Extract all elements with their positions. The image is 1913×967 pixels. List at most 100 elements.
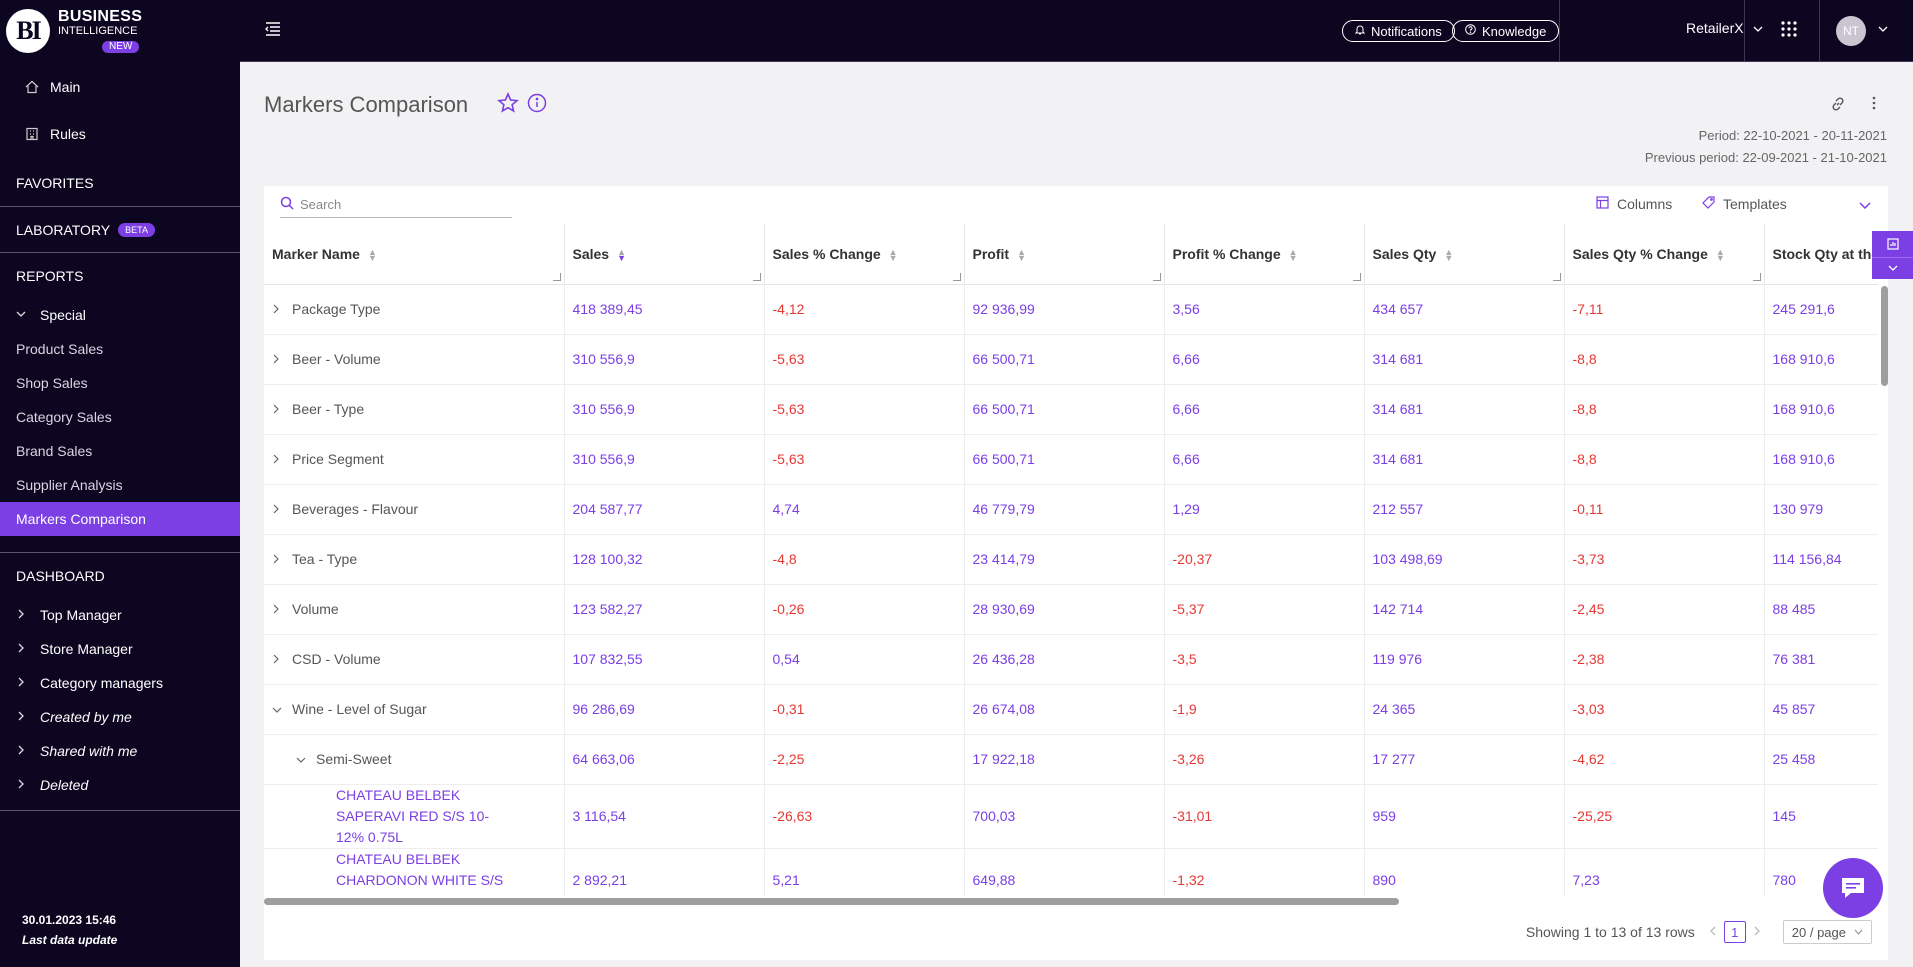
sidebar-item-brand-sales[interactable]: Brand Sales — [16, 443, 93, 459]
tree-created-by-me[interactable]: Created by me — [0, 700, 240, 734]
chevron-right-icon[interactable] — [272, 453, 292, 467]
chevron-down-icon[interactable] — [1878, 22, 1888, 36]
col-header-marker-name[interactable]: Marker Name ▲ ▼ — [264, 224, 565, 285]
chevron-right-icon[interactable] — [272, 553, 292, 567]
menu-collapse-icon[interactable] — [264, 20, 284, 40]
col-header-profit-change[interactable]: Profit % Change ▲ ▼ — [1164, 224, 1365, 285]
chevron-right-icon[interactable] — [272, 503, 292, 517]
table-row[interactable]: Beer - Type 310 556,9 -5,63 66 500,71 6,66 31… — [264, 384, 1878, 435]
chevron-right-icon[interactable] — [272, 603, 292, 617]
tree-deleted[interactable]: Deleted — [0, 768, 240, 802]
marker-name-cell[interactable]: Volume — [264, 584, 565, 635]
marker-name-cell[interactable]: CSD - Volume — [264, 634, 565, 685]
sidebar-item-markers-comparison[interactable]: Markers Comparison — [0, 502, 240, 536]
tree-top-manager[interactable]: Top Manager — [0, 598, 240, 632]
marker-name-cell[interactable]: Beer - Volume — [264, 334, 565, 385]
templates-button[interactable]: Templates — [1702, 196, 1787, 212]
col-header-sales-qty[interactable]: Sales Qty ▲ ▼ — [1364, 224, 1565, 285]
marker-name-cell[interactable]: Wine - Level of Sugar — [264, 684, 565, 735]
more-vertical-icon[interactable] — [1866, 96, 1882, 112]
sidebar-item-supplier-analysis[interactable]: Supplier Analysis — [16, 477, 123, 493]
avatar[interactable]: NT — [1836, 16, 1866, 46]
sort-icon[interactable]: ▲ ▼ — [1288, 247, 1298, 264]
marker-name-cell[interactable]: Semi-Sweet — [264, 734, 565, 785]
tree-shared-with-me[interactable]: Shared with me — [0, 734, 240, 768]
table-row[interactable]: Beer - Volume 310 556,9 -5,63 66 500,71 6,66… — [264, 334, 1878, 385]
sidebar-item-main[interactable]: Main — [0, 68, 240, 106]
sort-icon[interactable]: ▲ ▼ — [1017, 247, 1026, 264]
tree-special[interactable]: Special — [0, 298, 240, 332]
product-link[interactable]: CHATEAU BELBEK SAPERAVI RED S/S 10-12% 0… — [336, 786, 490, 845]
col-header-stock-qty[interactable]: Stock Qty at the the day — [1764, 224, 1878, 285]
resize-handle[interactable] — [752, 272, 761, 281]
marker-name-cell[interactable]: CHATEAU BELBEK CHARDONON WHITE S/S 10-12… — [264, 848, 565, 897]
resize-handle[interactable] — [1152, 272, 1161, 281]
chevron-right-icon[interactable] — [272, 653, 292, 667]
chevron-right-icon[interactable] — [272, 353, 292, 367]
table-row[interactable]: CHATEAU BELBEK CHARDONON WHITE S/S 10-12… — [264, 848, 1878, 896]
resize-handle[interactable] — [952, 272, 961, 281]
section-favorites[interactable]: FAVORITES — [16, 175, 94, 191]
table-row[interactable]: Wine - Level of Sugar 96 286,69 -0,31 26 67… — [264, 684, 1878, 735]
sidebar-item-shop-sales[interactable]: Shop Sales — [16, 375, 88, 391]
vertical-scrollbar[interactable] — [1881, 286, 1888, 386]
page-1-button[interactable]: 1 — [1723, 921, 1746, 943]
columns-button[interactable]: Columns — [1596, 196, 1672, 212]
sidebar-item-product-sales[interactable]: Product Sales — [16, 341, 104, 357]
table-row[interactable]: Semi-Sweet 64 663,06 -2,25 17 922,18 -3,26 17… — [264, 734, 1878, 785]
product-link[interactable]: CHATEAU BELBEK CHARDONON WHITE S/S 10-12… — [336, 850, 504, 897]
table-row[interactable]: Beverages - Flavour 204 587,77 4,74 46 779,… — [264, 484, 1878, 535]
search-box[interactable] — [280, 192, 512, 218]
info-icon[interactable] — [527, 93, 547, 113]
resize-handle[interactable] — [552, 272, 561, 281]
marker-name-cell[interactable]: CHATEAU BELBEK SAPERAVI RED S/S 10-12% 0… — [264, 784, 565, 849]
resize-handle[interactable] — [1352, 272, 1361, 281]
sort-icon[interactable]: ▲ ▼ — [1715, 247, 1725, 264]
marker-name-cell[interactable]: Price Segment — [264, 434, 565, 485]
link-icon[interactable] — [1830, 96, 1846, 112]
knowledge-button[interactable]: Knowledge — [1452, 20, 1560, 42]
tree-store-manager[interactable]: Store Manager — [0, 632, 240, 666]
col-header-profit[interactable]: Profit ▲ ▼ — [964, 224, 1165, 285]
chevron-down-icon[interactable] — [1858, 198, 1872, 214]
resize-handle[interactable] — [1552, 272, 1561, 281]
chevron-down-icon[interactable] — [296, 753, 316, 767]
collapse-panel-icon[interactable] — [1872, 257, 1913, 279]
sort-icon[interactable]: ▲ ▼ — [367, 247, 377, 264]
resize-handle[interactable] — [1752, 272, 1761, 281]
next-page-icon[interactable] — [1754, 925, 1761, 939]
section-laboratory[interactable]: LABORATORY BETA — [0, 206, 240, 252]
sidebar-item-rules[interactable]: Rules — [0, 114, 240, 154]
table-row[interactable]: Price Segment 310 556,9 -5,63 66 500,71 6,66… — [264, 434, 1878, 485]
retailer-select[interactable]: RetailerX — [1686, 20, 1763, 36]
sort-icon[interactable]: ▲ ▼ — [1444, 247, 1454, 264]
marker-name-cell[interactable]: Tea - Type — [264, 534, 565, 585]
notifications-button[interactable]: Notifications — [1342, 20, 1455, 42]
search-input[interactable] — [300, 197, 500, 212]
tree-category-managers[interactable]: Category managers — [0, 666, 240, 700]
table-row[interactable]: Tea - Type 128 100,32 -4,8 23 414,79 -20,37 1… — [264, 534, 1878, 585]
chevron-right-icon[interactable] — [272, 303, 292, 317]
chevron-right-icon[interactable] — [272, 403, 292, 417]
chevron-down-icon[interactable] — [272, 703, 292, 717]
marker-name-cell[interactable]: Beer - Type — [264, 384, 565, 435]
col-header-sales-change[interactable]: Sales % Change ▲ ▼ — [764, 224, 965, 285]
sort-desc-icon[interactable]: ▲ ▼ — [617, 247, 627, 264]
sort-icon[interactable]: ▲ ▼ — [888, 247, 898, 264]
horizontal-scrollbar[interactable] — [264, 898, 1399, 905]
table-row[interactable]: CHATEAU BELBEK SAPERAVI RED S/S 10-12% 0… — [264, 784, 1878, 849]
col-header-sales[interactable]: Sales ▲ ▼ — [564, 224, 765, 285]
chart-toggle-icon[interactable] — [1872, 231, 1913, 257]
page-size-select[interactable]: 20 / page — [1782, 920, 1872, 944]
apps-grid-icon[interactable] — [1781, 21, 1799, 39]
table-row[interactable]: Volume 123 582,27 -0,26 28 930,69 -5,37 142 7… — [264, 584, 1878, 635]
sidebar-item-category-sales[interactable]: Category Sales — [16, 409, 112, 425]
col-header-sales-qty-change[interactable]: Sales Qty % Change ▲ ▼ — [1564, 224, 1765, 285]
chat-icon[interactable] — [1823, 858, 1883, 918]
prev-page-icon[interactable] — [1709, 925, 1716, 939]
table-row[interactable]: Package Type 418 389,45 -4,12 92 936,99 3,56… — [264, 284, 1878, 335]
marker-name-cell[interactable]: Beverages - Flavour — [264, 484, 565, 535]
star-icon[interactable] — [497, 91, 519, 114]
table-row[interactable]: CSD - Volume 107 832,55 0,54 26 436,28 -3,5 1… — [264, 634, 1878, 685]
logo[interactable]: BI BUSINESS INTELLIGENCE NEW — [0, 0, 240, 62]
